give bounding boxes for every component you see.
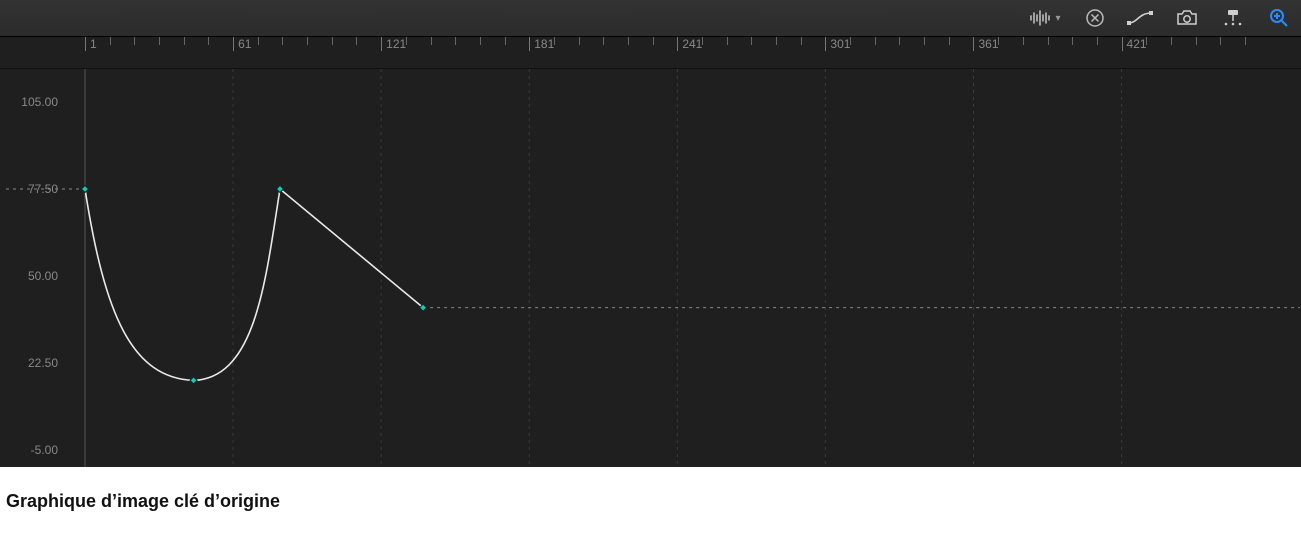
- keyframe-marker[interactable]: [82, 186, 89, 193]
- ruler-minor-tick: [924, 37, 925, 45]
- ruler-minor-tick: [208, 37, 209, 45]
- ruler-minor-tick: [1171, 37, 1172, 45]
- curve-edit-icon: [1127, 9, 1155, 27]
- ruler-minor-tick: [702, 37, 703, 45]
- keyframe-marker[interactable]: [190, 377, 197, 384]
- ruler-minor-tick: [579, 37, 580, 45]
- keyframe-curve[interactable]: [85, 189, 423, 380]
- ruler-minor-tick: [110, 37, 111, 45]
- ruler-minor-tick: [653, 37, 654, 45]
- ruler-minor-tick: [1146, 37, 1147, 45]
- timeline-ruler[interactable]: 161121181241301361421: [0, 37, 1301, 69]
- ruler-minor-tick: [134, 37, 135, 45]
- camera-icon: [1175, 9, 1199, 27]
- y-axis-label: -5.00: [6, 443, 58, 457]
- ruler-minor-tick: [431, 37, 432, 45]
- keyframe-graph-area[interactable]: 105.00 77.50 50.00 22.50 -5.00: [0, 69, 1301, 467]
- ruler-minor-tick: [776, 37, 777, 45]
- ruler-minor-tick: [480, 37, 481, 45]
- ruler-minor-tick: [455, 37, 456, 45]
- y-axis-label: 105.00: [6, 95, 58, 109]
- figure-caption: Graphique d’image clé d’origine: [0, 467, 1301, 536]
- ruler-minor-tick: [603, 37, 604, 45]
- ruler-minor-tick: [1245, 37, 1246, 45]
- ruler-minor-tick: [875, 37, 876, 45]
- ruler-minor-tick: [307, 37, 308, 45]
- snapshot-button[interactable]: [1173, 4, 1201, 32]
- ruler-minor-tick: [1097, 37, 1098, 45]
- ruler-minor-tick: [899, 37, 900, 45]
- ruler-minor-tick: [505, 37, 506, 45]
- ruler-minor-tick: [1220, 37, 1221, 45]
- ruler-minor-tick: [850, 37, 851, 45]
- curve-edit-button[interactable]: [1127, 4, 1155, 32]
- timeline-snap-icon: [1221, 8, 1245, 28]
- editor-toolbar: ▾: [0, 0, 1301, 37]
- keyframe-editor-panel: ▾: [0, 0, 1301, 467]
- zoom-button[interactable]: [1265, 4, 1293, 32]
- ruler-minor-tick: [949, 37, 950, 45]
- ruler-minor-tick: [1196, 37, 1197, 45]
- snap-button[interactable]: [1219, 4, 1247, 32]
- audio-waveform-menu[interactable]: ▾: [1027, 4, 1063, 32]
- ruler-minor-tick: [258, 37, 259, 45]
- ruler-minor-tick: [356, 37, 357, 45]
- ruler-minor-tick: [332, 37, 333, 45]
- clear-button[interactable]: [1081, 4, 1109, 32]
- ruler-minor-tick: [801, 37, 802, 45]
- ruler-minor-tick: [727, 37, 728, 45]
- y-axis-label: 77.50: [6, 182, 58, 196]
- zoom-icon: [1269, 8, 1289, 28]
- ruler-minor-tick: [159, 37, 160, 45]
- y-axis-label: 50.00: [6, 269, 58, 283]
- ruler-minor-tick: [406, 37, 407, 45]
- ruler-minor-tick: [998, 37, 999, 45]
- ruler-minor-tick: [628, 37, 629, 45]
- ruler-minor-tick: [1072, 37, 1073, 45]
- chevron-down-icon: ▾: [1055, 13, 1060, 24]
- y-axis-label: 22.50: [6, 356, 58, 370]
- ruler-minor-tick: [751, 37, 752, 45]
- ruler-minor-tick: [1023, 37, 1024, 45]
- ruler-minor-tick: [1048, 37, 1049, 45]
- ruler-minor-tick: [554, 37, 555, 45]
- clear-circle-icon: [1085, 8, 1105, 28]
- ruler-minor-tick: [184, 37, 185, 45]
- ruler-minor-tick: [282, 37, 283, 45]
